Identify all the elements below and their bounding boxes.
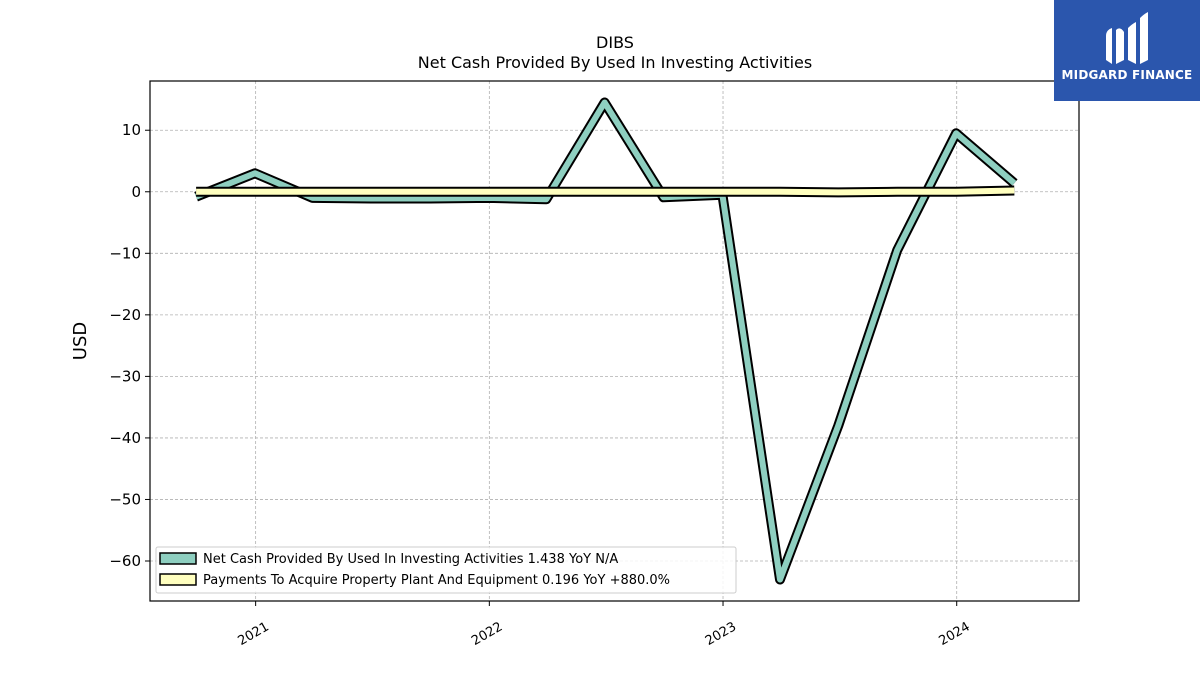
y-tick-label: −50 (109, 490, 141, 508)
brand-logo: MIDGARD FINANCE (1054, 0, 1200, 101)
y-tick-label: −10 (109, 244, 141, 262)
x-tick-label: 2022 (469, 619, 505, 649)
series-lines (194, 97, 1018, 585)
y-tick-label: −30 (109, 367, 141, 385)
y-axis-label: USD (70, 322, 91, 360)
series-line-outline-0 (194, 97, 1018, 585)
x-tick-label: 2024 (937, 619, 973, 649)
legend-label-1: Payments To Acquire Property Plant And E… (203, 573, 670, 588)
y-tick-label: −40 (109, 429, 141, 447)
legend-swatch-0 (159, 552, 197, 565)
x-tick-label: 2023 (703, 619, 739, 649)
brand-name: MIDGARD FINANCE (1061, 68, 1193, 82)
midgard-logo-icon (1106, 12, 1148, 64)
legend-swatch-1 (159, 573, 197, 586)
x-tick-label: 2021 (235, 619, 271, 649)
chart-title: DIBS (596, 33, 634, 52)
chart-subtitle: Net Cash Provided By Used In Investing A… (418, 53, 812, 72)
grid (150, 81, 1079, 601)
legend: Net Cash Provided By Used In Investing A… (155, 546, 737, 594)
legend-label-0: Net Cash Provided By Used In Investing A… (203, 552, 618, 567)
series-line-1 (196, 187, 1015, 196)
legend-box (155, 546, 737, 594)
plot-frame (149, 80, 1080, 602)
y-tick-label: 10 (122, 121, 141, 139)
y-tick-label: −20 (109, 306, 141, 324)
y-tick-label: −60 (109, 552, 141, 570)
series-line-0 (194, 99, 1017, 583)
y-tick-label: 0 (131, 183, 141, 201)
